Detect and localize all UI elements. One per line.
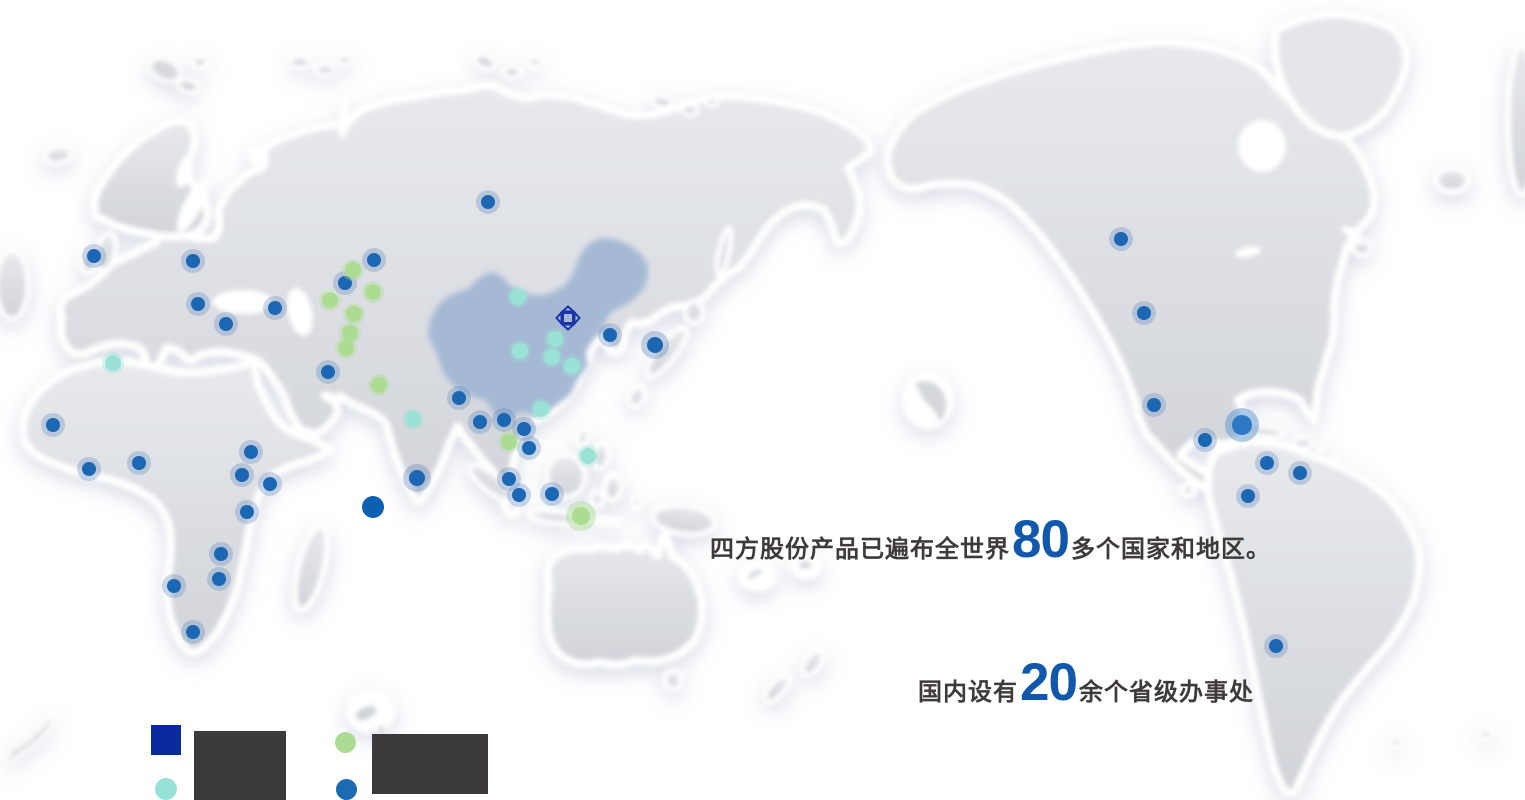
sifang-diamond-logo-icon	[555, 305, 581, 331]
map-marker-blue	[230, 463, 254, 487]
stat-global-suffix: 多个国家和地区。	[1070, 536, 1271, 563]
map-marker-blue	[1288, 461, 1312, 485]
map-marker-layer	[41, 190, 1312, 658]
map-marker-green	[342, 259, 364, 281]
map-marker-blue	[447, 386, 471, 410]
map-marker-blue	[209, 542, 233, 566]
stat-global-countries: 四方股份产品已遍布全世界 80 多个国家和地区。	[710, 513, 1271, 566]
map-marker-blue	[1193, 428, 1217, 452]
map-marker-blue	[1236, 484, 1260, 508]
map-marker-blue	[235, 500, 259, 524]
map-marker-navy	[362, 496, 384, 518]
map-marker-blue	[362, 248, 386, 272]
map-marker-blue	[540, 482, 564, 506]
map-marker-cyan	[530, 398, 552, 420]
map-marker-blue	[1264, 634, 1288, 658]
map-marker-blue	[468, 410, 492, 434]
map-marker-blue	[1132, 301, 1156, 325]
map-marker-cyan	[577, 445, 599, 467]
map-marker-blue	[517, 436, 541, 460]
islands-new-zealand	[762, 648, 826, 705]
map-marker-blue	[497, 467, 521, 491]
map-marker-blue	[181, 620, 205, 644]
island-atlantic-edge	[0, 248, 31, 322]
map-marker-blue	[1255, 451, 1279, 475]
map-marker-green	[343, 303, 365, 325]
map-marker-blue	[492, 408, 516, 432]
map-marker-blue	[476, 190, 500, 214]
legend-label-block-2	[372, 734, 488, 794]
landmass-south-america	[1203, 438, 1424, 798]
map-marker-blue	[263, 296, 287, 320]
map-marker-green	[368, 374, 390, 396]
map-marker-blue	[316, 360, 340, 384]
bottom-left-island-sketch	[4, 712, 55, 766]
island-tasmania	[662, 668, 684, 692]
map-marker-blue	[1142, 393, 1166, 417]
map-marker-blue-big	[641, 331, 669, 359]
map-marker-blue	[1109, 227, 1133, 251]
pacific-islands	[737, 183, 1198, 592]
legend-label-block-1	[194, 731, 286, 800]
map-marker-cyan	[507, 286, 529, 308]
stat-domestic-offices: 国内设有 20 余个省级办事处	[918, 656, 1254, 709]
map-marker-green	[335, 337, 357, 359]
island-kerguelen	[346, 688, 396, 735]
arctic-islands	[147, 53, 720, 117]
legend-marker-blue-circle	[336, 779, 357, 800]
map-marker-green	[498, 431, 520, 453]
legend-marker-cyan-circle	[155, 778, 177, 800]
map-marker-blue	[207, 567, 231, 591]
map-marker-blue	[239, 440, 263, 464]
map-marker-green	[362, 281, 384, 303]
map-marker-blue	[214, 312, 238, 336]
stat-global-prefix: 四方股份产品已遍布全世界	[710, 536, 1010, 563]
islands-indonesia	[467, 452, 718, 537]
map-marker-blue	[512, 417, 536, 441]
legend-marker-square	[151, 725, 181, 755]
map-marker-green	[339, 322, 361, 344]
map-marker-blue	[507, 483, 531, 507]
map-marker-blue	[162, 574, 186, 598]
map-marker-cyan	[561, 355, 583, 377]
map-marker-cyan	[544, 328, 566, 350]
landmass-greenland	[1270, 10, 1411, 140]
island-madagascar	[291, 523, 331, 613]
stat-global-number: 80	[1012, 510, 1070, 569]
sea-carves	[176, 96, 1364, 405]
map-marker-cyan	[102, 352, 124, 374]
legend-marker-green-circle	[335, 732, 356, 753]
right-edge-land	[1433, 42, 1525, 198]
map-marker-blue-large	[1225, 408, 1259, 442]
map-marker-blue	[127, 451, 151, 475]
map-marker-green-big	[566, 501, 596, 531]
stat-domestic-suffix: 余个省级办事处	[1078, 679, 1254, 706]
island-iceland	[42, 144, 74, 166]
map-marker-blue	[77, 457, 101, 481]
china-highlight	[428, 238, 649, 420]
map-marker-blue	[82, 244, 106, 268]
map-marker-blue	[258, 472, 282, 496]
map-marker-cyan	[402, 408, 424, 430]
south-atlantic-islands	[1388, 728, 1495, 748]
map-marker-blue	[598, 323, 622, 347]
stat-domestic-prefix: 国内设有	[918, 679, 1018, 706]
map-marker-blue	[181, 249, 205, 273]
island-newfoundland	[1350, 238, 1374, 258]
map-marker-blue	[186, 292, 210, 316]
stat-domestic-number: 20	[1020, 653, 1078, 712]
map-marker-blue	[41, 413, 65, 437]
landmass-australia	[543, 530, 707, 669]
map-marker-cyan	[509, 340, 531, 362]
islands-philippines	[575, 425, 624, 509]
map-marker-blue-big	[403, 464, 431, 492]
map-marker-cyan	[541, 346, 563, 368]
map-marker-green	[319, 289, 341, 311]
